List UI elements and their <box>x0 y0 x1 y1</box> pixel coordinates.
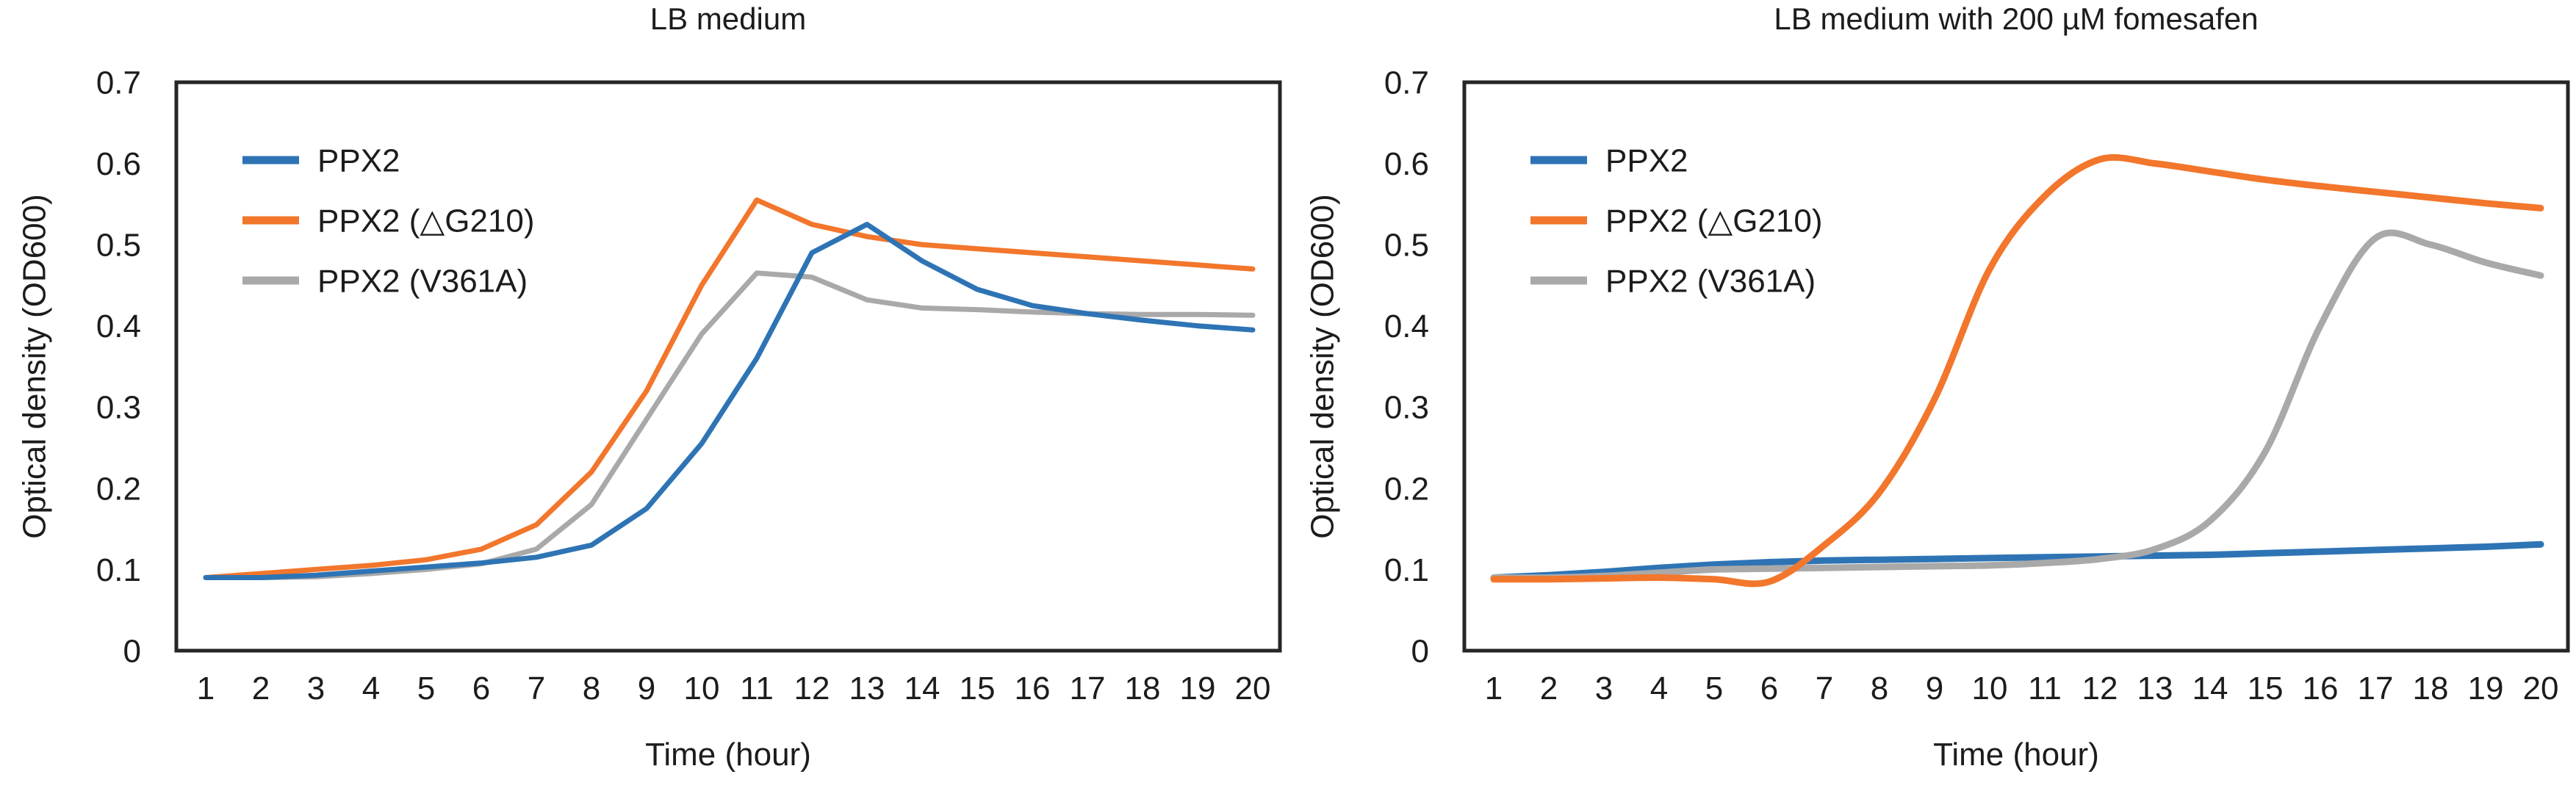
legend-label-1: PPX2 (△G210) <box>1605 203 1823 239</box>
x-tick-label: 12 <box>794 670 830 706</box>
x-tick-label: 7 <box>1816 670 1833 706</box>
y-tick-label: 0.6 <box>96 146 141 182</box>
legend-label-2: PPX2 (V361A) <box>1605 263 1816 299</box>
y-tick-label: 0.2 <box>96 471 141 507</box>
legend-label-2: PPX2 (V361A) <box>317 263 528 299</box>
x-tick-label: 16 <box>1015 670 1051 706</box>
x-tick-label: 1 <box>1485 670 1503 706</box>
y-tick-label: 0.4 <box>1384 308 1429 344</box>
x-tick-label: 7 <box>528 670 545 706</box>
y-tick-label: 0 <box>123 633 141 669</box>
y-tick-label: 0 <box>1411 633 1429 669</box>
x-tick-label: 15 <box>960 670 996 706</box>
x-tick-label: 10 <box>684 670 720 706</box>
plot-frame <box>1462 80 2570 653</box>
y-tick-label: 0.5 <box>1384 228 1429 264</box>
y-axis-title: Optical density (OD600) <box>16 194 52 539</box>
y-tick-label: 0.1 <box>1384 552 1429 588</box>
chart-canvas: LB medium with 200 µM fomesafen 0 0.1 0.2 0.… <box>1304 1 2570 773</box>
chart-title: LB medium with 200 µM fomesafen <box>1774 1 2258 36</box>
y-tick-label: 0.2 <box>1384 471 1429 507</box>
y-axis-title: Optical density (OD600) <box>1304 194 1340 539</box>
x-tick-label: 18 <box>2413 670 2449 706</box>
series-line-1 <box>1490 153 2544 588</box>
x-tick-label: 5 <box>417 670 435 706</box>
x-tick-label: 15 <box>2248 670 2284 706</box>
x-tick-label: 13 <box>2137 670 2173 706</box>
y-tick-label: 0.3 <box>1384 390 1429 426</box>
series-line-1 <box>203 197 1256 580</box>
legend-label-0: PPX2 <box>317 142 400 178</box>
x-tick-label: 12 <box>2082 670 2118 706</box>
x-tick-label: 6 <box>472 670 490 706</box>
x-tick-label: 20 <box>2523 670 2559 706</box>
x-tick-label: 20 <box>1235 670 1271 706</box>
y-tick-label: 0.3 <box>96 390 141 426</box>
series-line-2 <box>1490 229 2544 582</box>
x-tick-label: 5 <box>1705 670 1723 706</box>
x-tick-label: 8 <box>1871 670 1888 706</box>
x-tick-label: 9 <box>638 670 655 706</box>
x-tick-label: 11 <box>2028 670 2062 706</box>
series-line-0 <box>203 222 1256 580</box>
x-tick-label: 2 <box>1540 670 1558 706</box>
x-tick-label: 19 <box>2468 670 2504 706</box>
x-tick-label: 1 <box>197 670 215 706</box>
y-tick-label: 0.7 <box>1384 65 1429 101</box>
x-tick-label: 8 <box>583 670 600 706</box>
x-tick-label: 13 <box>849 670 885 706</box>
legend-label-1: PPX2 (△G210) <box>317 203 535 239</box>
x-axis-title: Time (hour) <box>645 737 811 773</box>
chart-lb-medium-fomesafen: LB medium with 200 µM fomesafen 0 0.1 0.2 0.… <box>1288 0 2576 788</box>
x-tick-label: 14 <box>904 670 940 706</box>
x-tick-label: 6 <box>1760 670 1778 706</box>
x-tick-label: 9 <box>1926 670 1943 706</box>
x-tick-label: 17 <box>2358 670 2394 706</box>
x-tick-label: 11 <box>740 670 774 706</box>
chart-lb-medium: LB medium 0 0.1 0.2 0.3 0.4 0.5 0.6 0.7 1 2 3 4 5 6 7 8 9… <box>16 1 1282 773</box>
legend-label-0: PPX2 <box>1605 142 1688 178</box>
x-tick-label: 4 <box>362 670 380 706</box>
chart-title: LB medium <box>650 1 806 36</box>
series-line-2 <box>203 270 1256 580</box>
x-tick-label: 3 <box>307 670 325 706</box>
y-tick-label: 0.4 <box>96 308 141 344</box>
x-tick-label: 16 <box>2303 670 2339 706</box>
x-tick-label: 2 <box>252 670 270 706</box>
series-line-0 <box>1490 541 2544 581</box>
y-tick-label: 0.6 <box>1384 146 1429 182</box>
x-tick-label: 18 <box>1125 670 1161 706</box>
y-tick-label: 0.1 <box>96 552 141 588</box>
y-tick-label: 0.5 <box>96 228 141 264</box>
x-axis-title: Time (hour) <box>1933 737 2099 773</box>
plot-frame <box>174 80 1282 653</box>
x-tick-label: 19 <box>1180 670 1216 706</box>
x-tick-label: 17 <box>1070 670 1106 706</box>
y-tick-label: 0.7 <box>96 65 141 101</box>
x-tick-label: 3 <box>1595 670 1613 706</box>
x-tick-label: 14 <box>2192 670 2228 706</box>
x-tick-label: 10 <box>1972 670 2008 706</box>
x-tick-label: 4 <box>1650 670 1668 706</box>
